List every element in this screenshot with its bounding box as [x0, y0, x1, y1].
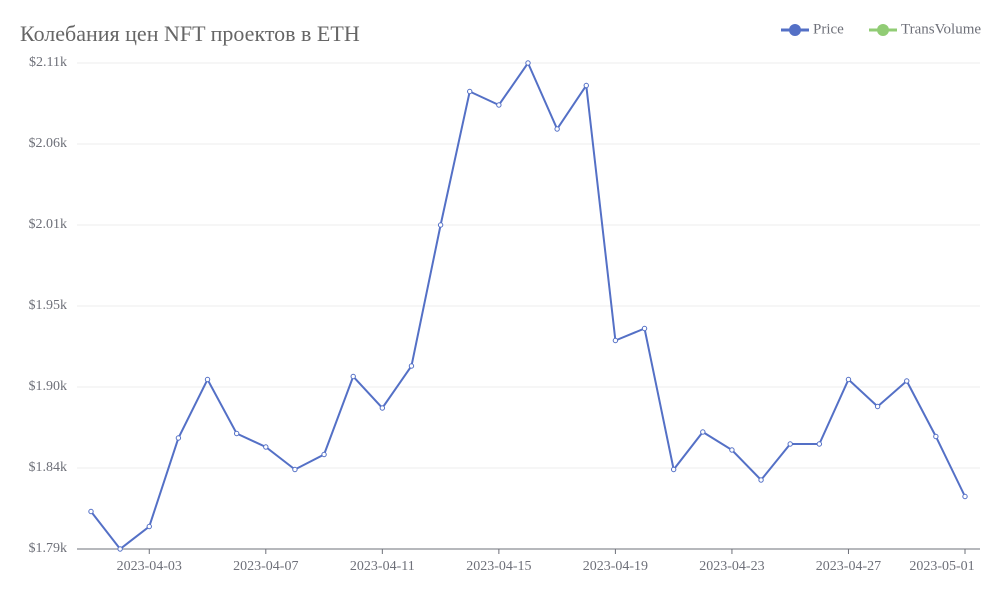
data-point [292, 466, 298, 473]
data-point [146, 523, 152, 530]
data-point [729, 447, 735, 453]
y-tick-label: $1.95k [29, 298, 68, 313]
data-point [816, 441, 823, 447]
x-tick-label: 2023-04-23 [699, 559, 764, 574]
data-point [612, 337, 619, 344]
data-point [175, 435, 182, 441]
legend-label: Price [813, 21, 844, 37]
data-point [496, 102, 502, 108]
x-tick-label: 2023-05-01 [909, 559, 974, 574]
x-tick-label: 2023-04-07 [233, 559, 298, 574]
x-tick-label: 2023-04-19 [583, 559, 648, 574]
x-tick-label: 2023-04-11 [350, 559, 415, 574]
data-point [321, 451, 327, 458]
legend-marker [877, 24, 889, 36]
data-point [904, 378, 910, 384]
data-point [117, 546, 123, 552]
x-tick-label: 2023-04-03 [117, 559, 182, 574]
data-point [583, 82, 589, 89]
data-point [233, 430, 240, 437]
y-tick-label: $2.11k [29, 55, 67, 70]
data-point [379, 405, 386, 411]
y-tick-label: $1.90k [29, 379, 68, 394]
chart-title: Колебания цен NFT проектов в ETH [20, 21, 360, 46]
y-tick-label: $2.06k [29, 136, 68, 151]
y-tick-label: $1.84k [29, 460, 68, 475]
data-point [874, 403, 881, 410]
data-point [408, 363, 415, 369]
legend-marker [789, 24, 801, 36]
data-point [845, 376, 852, 383]
data-point [437, 222, 444, 228]
data-point [350, 373, 356, 380]
y-tick-label: $2.01k [29, 217, 68, 232]
x-tick-label: 2023-04-15 [466, 559, 531, 574]
data-point [962, 493, 968, 500]
data-point [641, 325, 648, 332]
data-point [467, 88, 473, 95]
y-tick-label: $1.79k [29, 541, 68, 556]
data-point [787, 441, 793, 447]
data-point [525, 60, 531, 66]
x-tick-label: 2023-04-27 [816, 559, 881, 574]
data-point [670, 466, 677, 473]
data-point [88, 508, 94, 515]
legend-label: TransVolume [901, 21, 981, 37]
data-point [758, 477, 764, 483]
data-point [263, 444, 269, 450]
data-point [204, 376, 211, 383]
data-point [554, 126, 560, 132]
data-point [700, 429, 706, 435]
data-point [933, 433, 939, 440]
